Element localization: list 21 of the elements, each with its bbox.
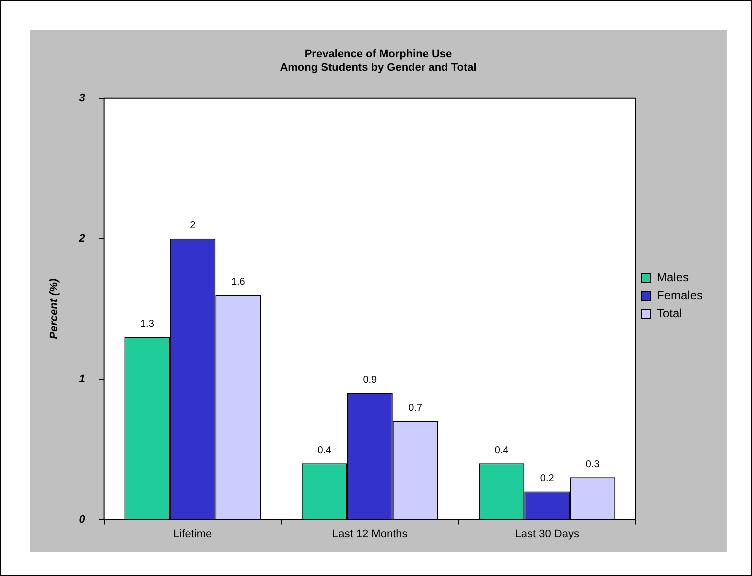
data-label: 0.7 [408, 403, 424, 414]
y-tick-label: 1 [79, 373, 86, 386]
chart-title: Prevalence of Morphine Use Among Students by Gender and Total [280, 48, 477, 74]
data-label: 0.4 [494, 445, 510, 456]
x-tick-label: Last 30 Days [515, 528, 580, 540]
data-label: 1.3 [140, 318, 155, 330]
data-label: 2 [190, 220, 196, 232]
legend-label: Males [656, 270, 689, 284]
y-axis-title: Percent (%) [48, 278, 61, 340]
x-tick-label: Lifetime [174, 528, 212, 540]
legend-label: Total [656, 306, 682, 320]
y-tick-label: 3 [79, 92, 86, 104]
data-label: 0.2 [540, 473, 555, 484]
y-tick-label: 2 [78, 232, 86, 245]
data-label: 1.6 [231, 276, 246, 288]
data-label: 0.9 [363, 375, 378, 386]
legend-label: Females [656, 288, 703, 302]
data-label: 0.3 [586, 459, 600, 470]
y-tick-label: 0 [79, 514, 86, 526]
x-tick-label: Last 12 Months [332, 528, 408, 540]
data-label: 0.4 [318, 445, 332, 456]
